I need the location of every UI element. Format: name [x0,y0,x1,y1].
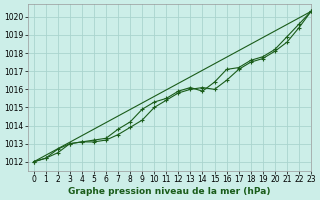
X-axis label: Graphe pression niveau de la mer (hPa): Graphe pression niveau de la mer (hPa) [68,187,270,196]
